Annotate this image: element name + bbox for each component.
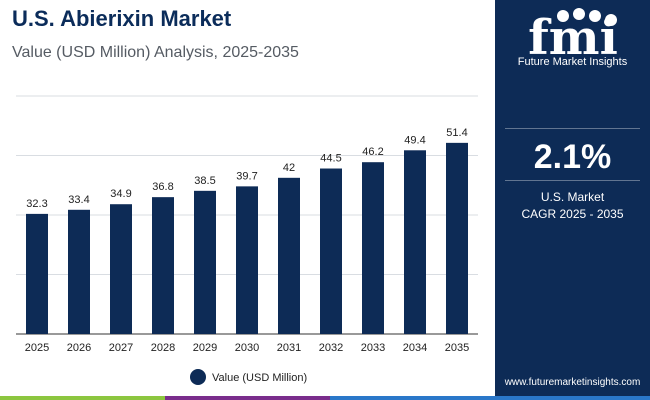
bar-chart: 32.3 2025 33.4 2026 34.9 2027 36.8 2028 38.5 2029… bbox=[16, 95, 478, 385]
bar-2035 bbox=[446, 142, 468, 334]
divider-middle bbox=[505, 180, 640, 181]
bar-2026 bbox=[68, 209, 90, 334]
x-tick-label-2035: 2035 bbox=[445, 342, 469, 354]
bar-2028 bbox=[152, 197, 174, 334]
bar-2031 bbox=[278, 177, 300, 334]
x-tick-label-2025: 2025 bbox=[25, 342, 49, 354]
x-tick-label-2034: 2034 bbox=[403, 342, 427, 354]
data-label-2028: 36.8 bbox=[152, 181, 173, 193]
fmi-logo-icon: fmi bbox=[528, 8, 618, 66]
x-tick-label-2028: 2028 bbox=[151, 342, 175, 354]
data-label-2026: 33.4 bbox=[68, 194, 89, 206]
accent-bar-purple bbox=[165, 396, 330, 400]
data-label-2032: 44.5 bbox=[320, 153, 341, 165]
bar-2029 bbox=[194, 190, 216, 334]
accent-bar-panel bbox=[495, 396, 650, 400]
data-label-2025: 32.3 bbox=[26, 198, 47, 210]
data-label-2033: 46.2 bbox=[362, 146, 383, 158]
svg-text:fmi: fmi bbox=[528, 10, 618, 66]
x-tick-label-2031: 2031 bbox=[277, 342, 301, 354]
divider-top bbox=[505, 128, 640, 129]
bar-2030 bbox=[236, 186, 258, 334]
x-tick-label-2032: 2032 bbox=[319, 342, 343, 354]
sidebar-panel: fmi Future Market Insights 2.1% U.S. Mar… bbox=[495, 0, 650, 400]
website-link[interactable]: www.futuremarketinsights.com bbox=[504, 377, 641, 388]
bar-2033 bbox=[362, 162, 384, 334]
x-tick-label-2030: 2030 bbox=[235, 342, 259, 354]
bar-2034 bbox=[404, 150, 426, 334]
brand-name: Future Market Insights bbox=[517, 56, 628, 68]
bar-2025 bbox=[26, 213, 48, 334]
accent-bar-blue bbox=[330, 396, 495, 400]
legend-marker bbox=[190, 369, 206, 385]
data-label-2035: 51.4 bbox=[446, 127, 467, 139]
bar-2027 bbox=[110, 204, 132, 334]
x-tick-label-2033: 2033 bbox=[361, 342, 385, 354]
x-tick-label-2026: 2026 bbox=[67, 342, 91, 354]
data-label-2034: 49.4 bbox=[404, 134, 425, 146]
chart-title: U.S. Abierixin Market bbox=[12, 6, 232, 31]
cagr-label-market: U.S. Market bbox=[540, 190, 605, 204]
x-tick-label-2029: 2029 bbox=[193, 342, 217, 354]
data-label-2027: 34.9 bbox=[110, 188, 131, 200]
data-label-2029: 38.5 bbox=[194, 175, 215, 187]
x-tick-label-2027: 2027 bbox=[109, 342, 133, 354]
bar-2032 bbox=[320, 168, 342, 334]
data-label-2030: 39.7 bbox=[236, 170, 257, 182]
cagr-value: 2.1% bbox=[533, 138, 612, 176]
legend-label: Value (USD Million) bbox=[212, 372, 307, 384]
chart-subtitle: Value (USD Million) Analysis, 2025-2035 bbox=[12, 44, 299, 61]
cagr-label-period: CAGR 2025 - 2035 bbox=[521, 207, 624, 221]
data-label-2031: 42 bbox=[283, 162, 295, 174]
accent-bar-green bbox=[0, 396, 165, 400]
